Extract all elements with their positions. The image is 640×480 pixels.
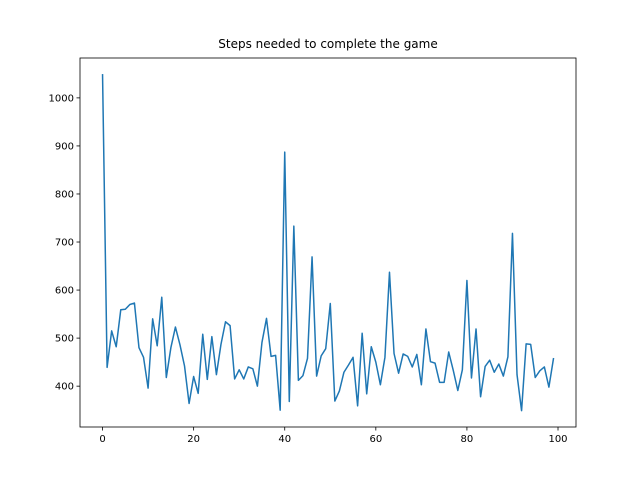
y-tick-label: 500 xyxy=(55,334,74,345)
x-tick-label: 20 xyxy=(187,434,200,445)
y-tick-label: 800 xyxy=(55,189,74,200)
y-tick-label: 700 xyxy=(55,238,74,249)
plot-area: 0 20 40 60 80 100 400 500 600 700 800 900 1000 xyxy=(49,57,577,445)
y-tick-label: 600 xyxy=(55,286,74,297)
series-line-0 xyxy=(101,74,555,412)
axes-frame xyxy=(79,57,577,428)
x-tick-label: 40 xyxy=(278,434,291,445)
y-tick-label: 1000 xyxy=(49,93,74,104)
x-tick-label: 60 xyxy=(369,434,382,445)
x-tick-label: 100 xyxy=(548,434,567,445)
y-tick-label: 400 xyxy=(55,382,74,393)
x-tick-label: 0 xyxy=(99,434,105,445)
x-tick-label: 80 xyxy=(461,434,474,445)
chart-title: Steps needed to complete the game xyxy=(218,37,437,51)
y-tick-label: 900 xyxy=(55,141,74,152)
